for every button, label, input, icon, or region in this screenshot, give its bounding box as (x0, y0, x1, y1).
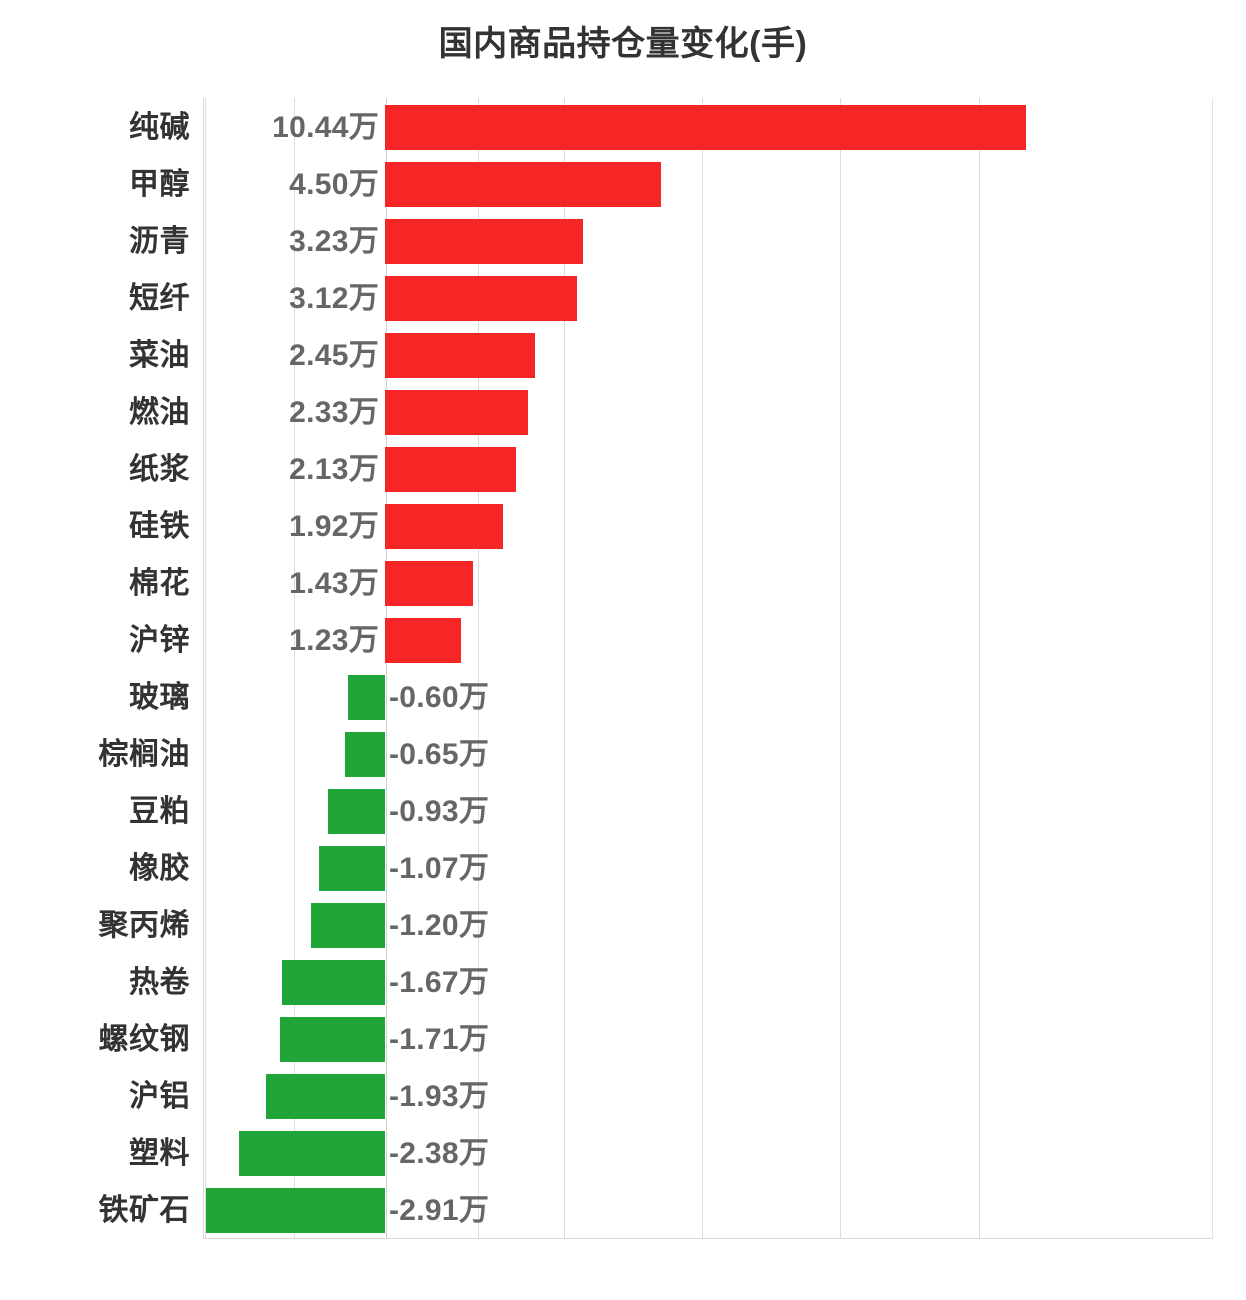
bar-row: 塑料 -2.38万 (0, 1131, 1246, 1176)
bar-pos[interactable] (385, 333, 536, 378)
bar-row: 短纤 3.12万 (0, 276, 1246, 321)
bar-pos[interactable] (385, 447, 516, 492)
bar-row: 燃油 2.33万 (0, 390, 1246, 435)
value-label: 1.43万 (289, 567, 379, 600)
value-label: -1.71万 (389, 1023, 490, 1056)
value-label: 10.44万 (272, 111, 379, 144)
bar-row: 硅铁 1.92万 (0, 504, 1246, 549)
gridline-6 (840, 98, 842, 1238)
gridline-0 (204, 98, 206, 1238)
value-label: 2.33万 (289, 396, 379, 429)
bar-row: 沪锌 1.23万 (0, 618, 1246, 663)
bar-pos[interactable] (385, 561, 473, 606)
chart-title: 国内商品持仓量变化(手) (438, 25, 808, 63)
value-label: -2.91万 (389, 1194, 490, 1227)
bar-row: 甲醇 4.50万 (0, 162, 1246, 207)
value-label: -1.93万 (389, 1080, 490, 1113)
bar-row: 菜油 2.45万 (0, 333, 1246, 378)
bar-row: 铁矿石 -2.91万 (0, 1188, 1246, 1233)
value-label: 2.13万 (289, 453, 379, 486)
category-label: 棕榈油 (98, 738, 190, 771)
gridline-3 (478, 98, 480, 1238)
bar-neg[interactable] (280, 1017, 385, 1062)
value-label: -1.20万 (389, 909, 490, 942)
category-label: 螺纹钢 (98, 1023, 190, 1056)
bar-row: 棉花 1.43万 (0, 561, 1246, 606)
bar-neg[interactable] (282, 960, 385, 1005)
category-label: 热卷 (129, 966, 190, 999)
bar-neg[interactable] (319, 846, 385, 891)
bar-row: 纸浆 2.13万 (0, 447, 1246, 492)
category-label: 玻璃 (129, 681, 190, 714)
gridline-7 (978, 98, 980, 1238)
bar-neg[interactable] (311, 903, 385, 948)
value-label: -2.38万 (389, 1137, 490, 1170)
gridline-zero (386, 98, 387, 1238)
bar-row: 玻璃 -0.60万 (0, 675, 1246, 720)
value-label: -1.07万 (389, 852, 490, 885)
bar-row: 聚丙烯 -1.20万 (0, 903, 1246, 948)
category-label: 纸浆 (129, 453, 190, 486)
category-label: 塑料 (129, 1137, 190, 1170)
bar-neg[interactable] (345, 732, 385, 777)
bar-pos[interactable] (385, 618, 461, 663)
gridline-5 (702, 98, 704, 1238)
bar-neg[interactable] (327, 789, 385, 834)
category-label: 燃油 (129, 396, 190, 429)
value-label: 3.12万 (289, 282, 379, 315)
value-label: -0.65万 (389, 738, 490, 771)
category-label: 沪锌 (129, 624, 190, 657)
category-label: 沥青 (129, 225, 190, 258)
value-label: -0.93万 (389, 795, 490, 828)
bar-row: 沥青 3.23万 (0, 219, 1246, 264)
bar-row: 棕榈油 -0.65万 (0, 732, 1246, 777)
gridline-1 (293, 98, 295, 1238)
bar-pos[interactable] (385, 219, 584, 264)
bar-neg[interactable] (206, 1188, 385, 1233)
bar-pos[interactable] (385, 276, 577, 321)
category-label: 沪铝 (129, 1080, 190, 1113)
category-label: 豆粕 (129, 795, 190, 828)
plot-area (203, 98, 1213, 1239)
bar-neg[interactable] (266, 1074, 385, 1119)
bar-row: 纯碱 10.44万 (0, 105, 1246, 150)
bar-row: 橡胶 -1.07万 (0, 846, 1246, 891)
bar-neg[interactable] (238, 1131, 385, 1176)
category-label: 硅铁 (129, 510, 190, 543)
value-label: 2.45万 (289, 339, 379, 372)
category-label: 甲醇 (129, 168, 190, 201)
category-label: 棉花 (129, 567, 190, 600)
value-label: 1.23万 (289, 624, 379, 657)
bar-pos[interactable] (385, 162, 662, 207)
value-label: 4.50万 (289, 168, 379, 201)
bar-pos[interactable] (385, 390, 529, 435)
bar-pos[interactable] (385, 105, 1027, 150)
category-label: 纯碱 (129, 111, 190, 144)
bar-row: 豆粕 -0.93万 (0, 789, 1246, 834)
value-label: -1.67万 (389, 966, 490, 999)
category-label: 短纤 (129, 282, 190, 315)
category-label: 菜油 (129, 339, 190, 372)
bar-row: 热卷 -1.67万 (0, 960, 1246, 1005)
value-label: 1.92万 (289, 510, 379, 543)
gridline-4 (564, 98, 566, 1238)
bar-row: 螺纹钢 -1.71万 (0, 1017, 1246, 1062)
bar-neg[interactable] (348, 675, 385, 720)
value-label: 3.23万 (289, 225, 379, 258)
category-label: 橡胶 (129, 852, 190, 885)
category-label: 铁矿石 (98, 1194, 190, 1227)
bar-pos[interactable] (385, 504, 503, 549)
bar-row: 沪铝 -1.93万 (0, 1074, 1246, 1119)
category-label: 聚丙烯 (98, 909, 190, 942)
value-label: -0.60万 (389, 681, 490, 714)
